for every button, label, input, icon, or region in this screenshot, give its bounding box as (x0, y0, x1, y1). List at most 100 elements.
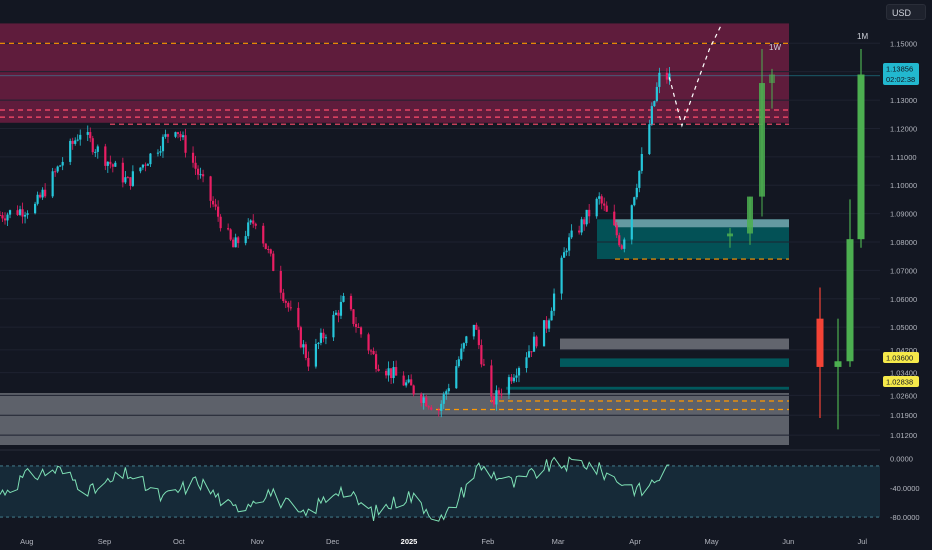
daily-candle-body (79, 134, 82, 140)
daily-candle-body (568, 237, 571, 251)
rsi-pane (0, 449, 880, 522)
price-tick-label: 1.06000 (890, 295, 917, 304)
daily-candle-body (510, 377, 513, 382)
daily-candles (0, 66, 671, 418)
daily-candle-body (191, 152, 195, 163)
rsi-tick-label: -40.0000 (890, 484, 920, 493)
daily-candle-body (282, 292, 285, 302)
daily-candle-body (395, 367, 398, 376)
daily-candle-body (86, 132, 89, 135)
rsi-tick-label: 0.0000 (890, 455, 913, 464)
daily-candle-body (580, 219, 583, 233)
price-label-box (883, 352, 919, 363)
daily-candle-body (374, 354, 378, 370)
daily-candle-body (630, 205, 633, 240)
projection-line (668, 23, 723, 128)
daily-candle-body (129, 177, 132, 186)
daily-candle-body (59, 165, 62, 167)
daily-candle-body (457, 359, 460, 367)
time-tick-label: Oct (173, 537, 186, 546)
daily-candle-body (525, 357, 528, 369)
zone-demand-highlight (615, 219, 789, 228)
daily-candle-body (623, 239, 626, 249)
daily-candle-body (111, 164, 114, 167)
weekly-candle-body (747, 196, 753, 234)
time-tick-label: Mar (552, 537, 565, 546)
currency-button[interactable]: USD (886, 4, 926, 20)
daily-candle-body (287, 302, 290, 308)
daily-candle-body (357, 326, 360, 328)
price-tick-label: 1.01900 (890, 411, 917, 420)
price-tick-label: 1.13000 (890, 96, 917, 105)
price-tick-label: 1.05000 (890, 323, 917, 332)
daily-candle-body (665, 72, 668, 80)
daily-candle-body (36, 194, 39, 204)
price-tick-label: 1.09000 (890, 210, 917, 219)
daily-candle-body (319, 332, 323, 343)
daily-candle-body (565, 250, 568, 253)
weekly-candles (727, 48, 775, 248)
grid-layer (0, 42, 880, 436)
daily-candle-body (209, 176, 212, 201)
daily-candle-body (219, 216, 222, 229)
daily-candle-body (249, 220, 252, 223)
daily-candle-body (352, 309, 355, 324)
daily-candle-body (407, 379, 410, 383)
daily-candle-body (427, 406, 430, 408)
daily-candle-body (272, 253, 275, 271)
daily-candle-body (595, 198, 598, 217)
price-tick-label: 1.02600 (890, 391, 917, 400)
daily-candle-body (317, 342, 320, 344)
daily-candle-body (384, 370, 388, 376)
price-axis-bg (880, 0, 932, 550)
zone-demand-small (560, 358, 789, 367)
daily-candle-body (269, 249, 272, 254)
daily-candle-body (475, 324, 478, 330)
daily-candle-body (603, 203, 606, 206)
time-tick-label: Nov (251, 537, 265, 546)
daily-candle-body (174, 132, 177, 137)
price-label-box (883, 376, 919, 387)
daily-candle-body (16, 210, 19, 215)
daily-candle-body (39, 194, 42, 198)
daily-candle-body (598, 196, 601, 199)
daily-candle-body (477, 329, 480, 346)
daily-candle-body (447, 388, 450, 392)
daily-candle-body (252, 220, 255, 224)
daily-candle-body (194, 162, 197, 169)
daily-candle-body (560, 257, 563, 294)
daily-candle-body (668, 73, 671, 80)
daily-candle-body (166, 134, 170, 137)
daily-candle-body (23, 214, 27, 217)
daily-candle-body (61, 161, 64, 166)
daily-candle-body (322, 332, 325, 339)
daily-candle-body (314, 343, 317, 367)
daily-candle-body (126, 177, 129, 179)
daily-candle-body (247, 222, 250, 237)
daily-candle-body (161, 136, 165, 152)
daily-candle-body (332, 314, 335, 338)
time-tick-label: Aug (20, 537, 33, 546)
rsi-band (0, 465, 880, 518)
daily-candle-body (44, 189, 47, 197)
daily-candle-body (490, 365, 493, 397)
daily-candle-body (106, 161, 109, 166)
price-label-value: 1.03600 (886, 354, 913, 363)
daily-candle-body (69, 140, 72, 162)
daily-candle-body (339, 301, 343, 316)
daily-candle-body (638, 170, 641, 188)
daily-candle-body (369, 350, 373, 352)
price-tick-label: 1.01200 (890, 431, 917, 440)
daily-candle-body (648, 124, 651, 155)
daily-candle-body (377, 369, 380, 371)
price-label-value: 1.13856 (886, 65, 913, 74)
daily-candle-body (359, 327, 363, 335)
price-tick-label: 1.07000 (890, 266, 917, 275)
daily-candle-body (462, 343, 465, 349)
daily-candle-body (8, 210, 12, 215)
daily-candle-body (264, 243, 267, 249)
daily-candle-body (149, 153, 152, 165)
price-tick-label: 1.15000 (890, 39, 917, 48)
